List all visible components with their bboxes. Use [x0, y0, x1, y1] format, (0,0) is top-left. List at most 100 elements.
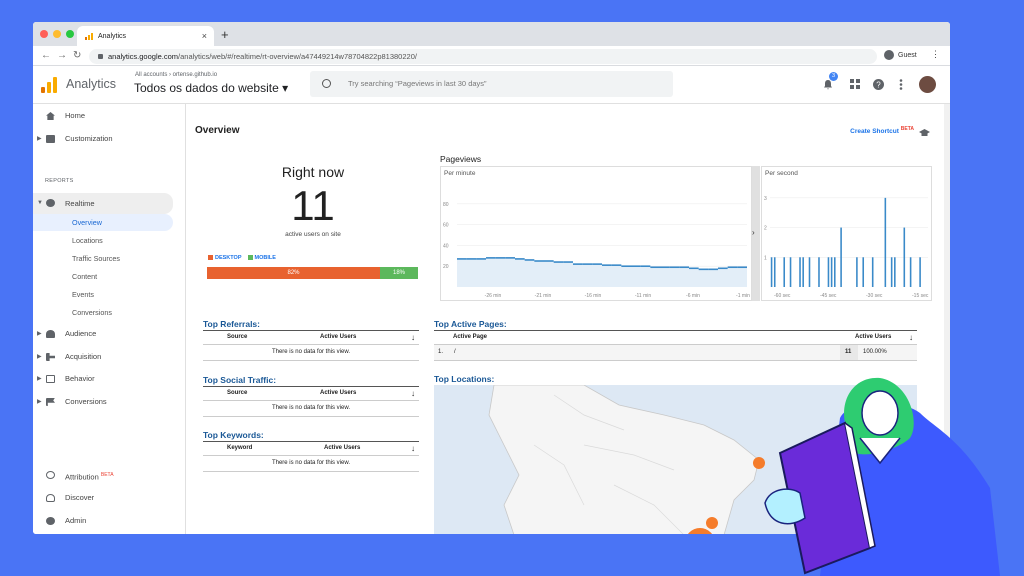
svg-text:?: ? — [876, 81, 881, 90]
minimize-window-button[interactable] — [53, 30, 61, 38]
column-active-users[interactable]: Active Users — [320, 334, 357, 340]
column-source[interactable]: Source — [227, 390, 248, 396]
column-source[interactable]: Source — [227, 334, 248, 340]
sidebar-item-label: Behavior — [65, 374, 95, 383]
reload-icon[interactable]: ↻ — [73, 50, 82, 61]
row-page-path[interactable]: / — [454, 349, 456, 355]
dashboard-icon — [46, 135, 55, 143]
browser-tab[interactable]: Analytics × — [77, 26, 214, 46]
sidebar-item-acquisition[interactable]: ▶ Acquisition — [33, 348, 186, 366]
bar — [884, 197, 887, 287]
table-header: Active Page Active Users ↓ — [434, 331, 917, 345]
flag-icon — [46, 398, 55, 406]
sidebar-item-realtime[interactable]: ▼ Realtime — [33, 193, 173, 214]
bar — [856, 257, 858, 287]
location-marker[interactable] — [753, 457, 765, 469]
sidebar-sub-overview[interactable]: Overview — [33, 214, 173, 231]
reading-person-illustration — [764, 377, 1000, 576]
bar — [789, 257, 792, 287]
x-tick-label: -1 min — [736, 293, 750, 299]
sidebar-sub-events[interactable]: Events — [72, 290, 94, 299]
legend-desktop: DESKTOP — [208, 255, 242, 261]
top-social-title: Top Social Traffic: — [203, 375, 277, 385]
desktop-segment: 82% — [207, 267, 381, 279]
column-keyword[interactable]: Keyword — [227, 445, 253, 451]
account-breadcrumb[interactable]: All accounts › ortense.github.io — [135, 72, 218, 78]
expand-chart-icon[interactable]: › — [752, 228, 755, 237]
bar — [827, 257, 830, 287]
browser-window: Analytics × + ← → ↻ analytics.google.com… — [33, 22, 950, 534]
sidebar-sub-content[interactable]: Content — [72, 272, 98, 281]
bar — [818, 257, 820, 287]
chart-divider[interactable] — [752, 166, 760, 301]
sort-icon[interactable]: ↓ — [909, 333, 913, 342]
ga-header: Analytics All accounts › ortense.github.… — [33, 66, 950, 104]
pageviews-title: Pageviews — [440, 154, 482, 164]
create-shortcut-link[interactable]: Create Shortcut BETA — [850, 126, 914, 136]
graduation-cap-icon[interactable] — [919, 124, 930, 142]
property-selector[interactable]: Todos os dados do website ▾ — [134, 81, 289, 95]
location-marker[interactable] — [706, 517, 718, 529]
apps-grid-icon[interactable] — [850, 79, 860, 92]
sidebar-item-audience[interactable]: ▶ Audience — [33, 325, 186, 343]
table-row[interactable]: 1. / 11 100.00% — [434, 345, 917, 361]
forward-icon[interactable]: → — [57, 50, 67, 61]
column-active-page[interactable]: Active Page — [453, 334, 488, 340]
person-icon — [46, 330, 55, 338]
sidebar-item-admin[interactable]: Admin — [33, 512, 186, 530]
sidebar-item-conversions[interactable]: ▶ Conversions — [33, 393, 186, 411]
caret-down-icon: ▼ — [37, 200, 43, 206]
browser-menu-icon[interactable]: ⋮ — [931, 49, 940, 59]
column-active-users[interactable]: Active Users — [855, 334, 892, 340]
sidebar-item-label: Admin — [65, 516, 87, 525]
more-vert-icon[interactable] — [899, 79, 903, 93]
sidebar-item-discover[interactable]: Discover — [33, 489, 186, 507]
row-index: 1. — [438, 349, 444, 355]
bar — [773, 257, 776, 287]
tab-close-icon[interactable]: × — [201, 31, 207, 41]
row-percentage: 100.00% — [863, 349, 887, 355]
sidebar-sub-locations[interactable]: Locations — [72, 236, 103, 245]
brand-name: Analytics — [66, 77, 117, 91]
close-window-button[interactable] — [40, 30, 48, 38]
reports-heading: REPORTS — [45, 178, 74, 184]
sort-icon[interactable]: ↓ — [411, 444, 415, 453]
maximize-window-button[interactable] — [66, 30, 74, 38]
browser-tabbar: Analytics × + — [33, 22, 950, 46]
sidebar-item-behavior[interactable]: ▶ Behavior — [33, 370, 186, 388]
sidebar-item-attribution[interactable]: Attribution BETA — [33, 466, 186, 484]
bar — [770, 257, 773, 287]
x-tick-label: -60 sec — [774, 293, 791, 299]
top-referrals-table: Source Active Users ↓ There is no data f… — [203, 330, 419, 361]
sidebar-sub-conversions[interactable]: Conversions — [72, 308, 112, 317]
profile-button[interactable]: Guest — [884, 50, 917, 60]
empty-message: There is no data for this view. — [271, 460, 351, 466]
top-social-table: Source Active Users ↓ There is no data f… — [203, 386, 419, 417]
new-tab-button[interactable]: + — [221, 27, 229, 42]
bar — [909, 257, 912, 287]
user-avatar[interactable] — [919, 76, 936, 93]
right-now-label: Right now — [281, 164, 345, 180]
back-icon[interactable]: ← — [41, 50, 51, 61]
column-active-users[interactable]: Active Users — [320, 390, 357, 396]
bell-icon[interactable] — [823, 79, 833, 93]
bar — [871, 257, 874, 287]
sidebar-item-label: Attribution BETA — [65, 472, 114, 482]
x-tick-label: -26 min — [485, 293, 502, 299]
search-input[interactable]: Try searching “Pageviews in last 30 days… — [310, 71, 673, 97]
scrollbar[interactable] — [944, 104, 950, 534]
device-split-bar: 82% 18% — [207, 267, 418, 279]
url-bar[interactable]: analytics.google.com/analytics/web/#/rea… — [89, 49, 877, 64]
column-active-users[interactable]: Active Users — [324, 445, 361, 451]
help-icon[interactable]: ? — [873, 79, 884, 93]
location-marker[interactable] — [685, 528, 715, 534]
sidebar-item-customization[interactable]: ▶ Customization — [33, 130, 186, 148]
sidebar-sub-traffic-sources[interactable]: Traffic Sources — [72, 254, 120, 263]
top-pages-title: Top Active Pages: — [434, 319, 507, 329]
top-keywords-table: Keyword Active Users ↓ There is no data … — [203, 441, 419, 472]
y-tick-label: 60 — [443, 223, 449, 229]
sidebar-item-home[interactable]: Home — [33, 107, 186, 125]
sort-icon[interactable]: ↓ — [411, 389, 415, 398]
bar — [783, 257, 786, 287]
sort-icon[interactable]: ↓ — [411, 333, 415, 342]
